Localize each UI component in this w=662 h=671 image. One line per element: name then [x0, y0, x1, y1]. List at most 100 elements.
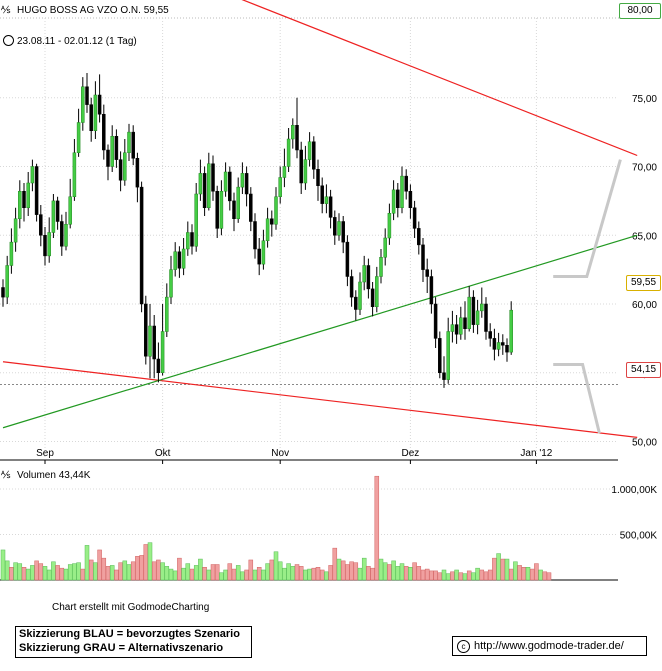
candle: [421, 238, 425, 282]
candle: [274, 187, 278, 230]
candle-body: [341, 221, 345, 243]
volume-bar: [462, 573, 468, 581]
candle: [190, 224, 194, 255]
volume-bar: [450, 571, 455, 581]
candle: [236, 177, 240, 223]
volume-bar: [340, 560, 346, 581]
candle-body: [433, 303, 438, 339]
x-tick-label: Sep: [36, 448, 54, 459]
volume-bar: [147, 542, 153, 581]
candle: [194, 183, 198, 252]
volume-bar: [466, 570, 472, 581]
volume-bar: [101, 557, 107, 581]
volume-bar: [424, 568, 430, 581]
candle: [446, 317, 450, 384]
volume-bar: [193, 565, 199, 581]
volume-bar: [227, 563, 233, 581]
volume-bar: [256, 567, 262, 581]
candle-body: [299, 149, 303, 184]
candle: [223, 162, 228, 197]
candle-body: [43, 235, 47, 257]
volume-bar: [252, 569, 258, 581]
candle: [496, 332, 501, 357]
candle: [429, 269, 434, 314]
candle: [22, 183, 26, 222]
legend-blue: Skizzierung BLAU = bevorzugtes Szenario: [19, 628, 240, 640]
volume-bar: [67, 564, 73, 581]
volume-bar: [382, 562, 388, 581]
candle-body: [244, 173, 249, 195]
volume-bar: [164, 566, 170, 581]
volume-bar: [248, 559, 254, 581]
volume-bar: [151, 561, 157, 581]
candle: [412, 200, 417, 238]
volume-bar: [63, 568, 69, 581]
volume-bar: [479, 569, 485, 581]
candle-body: [106, 149, 110, 167]
candle-body: [349, 276, 354, 298]
volume-bar: [408, 567, 413, 581]
volume-bar: [538, 569, 543, 581]
candle: [278, 166, 282, 204]
candle: [18, 180, 22, 229]
volume-bar: [72, 563, 77, 581]
candle-body: [139, 186, 144, 305]
volume-bar: [387, 564, 392, 581]
volume-bar: [240, 571, 245, 581]
candle-body: [421, 244, 425, 270]
candle-body: [34, 166, 39, 215]
candle: [328, 189, 333, 229]
volume-bar: [185, 563, 191, 581]
y-tick-label: 75,00: [632, 94, 657, 105]
candle: [442, 356, 446, 388]
volume-bar: [496, 553, 501, 581]
candle: [152, 315, 156, 379]
candle-body: [383, 237, 387, 258]
volume-settings-icon[interactable]: ⅍: [1, 470, 11, 481]
volume-bar: [30, 565, 35, 581]
candle: [228, 166, 232, 211]
volume-bar: [500, 558, 506, 581]
volume-bar: [429, 570, 434, 581]
volume-bar: [445, 573, 451, 581]
candle: [320, 177, 324, 214]
candle: [1, 279, 5, 307]
credit-text: Chart erstellt mit GodmodeCharting: [52, 602, 210, 613]
candle-body: [379, 257, 383, 277]
candle-body: [26, 182, 30, 208]
candle-body: [64, 224, 68, 247]
candle-body: [496, 342, 501, 350]
candle: [106, 144, 110, 181]
candle-body: [118, 159, 123, 181]
gray-scenario-down: [553, 363, 601, 434]
volume-bar: [55, 565, 60, 581]
candle: [215, 185, 219, 238]
candle: [72, 139, 77, 201]
candle-body: [261, 240, 266, 265]
volume-bar: [84, 545, 90, 581]
candle-body: [207, 163, 211, 208]
candle: [459, 306, 463, 340]
volume-bar: [315, 567, 321, 581]
volume-bar: [357, 567, 363, 581]
candle: [505, 338, 509, 362]
y-tick-label: 50,00: [632, 438, 657, 449]
volume-bar: [336, 558, 342, 581]
candle-body: [400, 175, 404, 208]
candle: [370, 282, 375, 317]
candle-body: [1, 287, 5, 298]
volume-bar: [172, 570, 178, 581]
y-tick-label: 65,00: [632, 231, 657, 242]
candle: [207, 152, 211, 211]
candle: [89, 97, 93, 142]
candle: [26, 172, 30, 216]
date-range: 23.08.11 - 02.01.12 (1 Tag): [17, 36, 137, 47]
volume-bar: [454, 569, 459, 581]
source-link[interactable]: c http://www.godmode-trader.de/: [452, 636, 647, 656]
candle-body: [173, 251, 177, 270]
volume-bar: [122, 560, 128, 581]
candle-body: [76, 122, 81, 153]
volume-bar: [17, 563, 23, 581]
candle-body: [446, 331, 450, 380]
chart-settings-icon[interactable]: ⅍: [1, 5, 11, 16]
